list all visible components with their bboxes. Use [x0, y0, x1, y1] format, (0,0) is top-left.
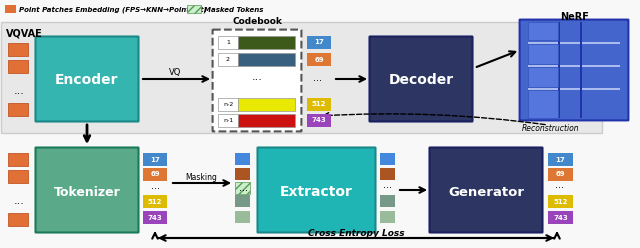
- Bar: [187, 5, 201, 13]
- Bar: [218, 98, 238, 111]
- Text: 512: 512: [312, 101, 326, 107]
- Bar: [380, 168, 395, 180]
- Text: Point Patches Embedding (FPS→KNN→PointNet): Point Patches Embedding (FPS→KNN→PointNe…: [19, 6, 207, 13]
- Bar: [5, 5, 16, 13]
- Text: 743: 743: [312, 118, 326, 124]
- Bar: [528, 22, 558, 40]
- Text: 69: 69: [556, 172, 565, 178]
- Bar: [218, 114, 238, 127]
- Text: 69: 69: [314, 57, 324, 62]
- Bar: [307, 53, 331, 66]
- Text: ...: ...: [13, 86, 24, 96]
- Text: Generator: Generator: [448, 186, 524, 198]
- Text: Reconstruction: Reconstruction: [522, 124, 580, 133]
- Text: 1: 1: [226, 40, 230, 45]
- FancyBboxPatch shape: [429, 148, 543, 233]
- Text: ...: ...: [314, 73, 323, 83]
- Text: ...: ...: [556, 180, 564, 190]
- Text: ...: ...: [13, 196, 24, 206]
- Bar: [548, 211, 573, 224]
- Bar: [528, 90, 558, 118]
- Bar: [235, 211, 250, 223]
- Bar: [238, 98, 295, 111]
- Text: 743: 743: [553, 215, 568, 220]
- Bar: [8, 103, 28, 116]
- Bar: [580, 22, 582, 118]
- Bar: [8, 153, 28, 166]
- Text: 512: 512: [148, 198, 162, 205]
- Text: 743: 743: [148, 215, 163, 220]
- Bar: [307, 36, 331, 49]
- Bar: [235, 153, 250, 165]
- Text: 17: 17: [150, 156, 160, 162]
- Text: Tokenizer: Tokenizer: [54, 186, 120, 198]
- Bar: [235, 195, 250, 207]
- Bar: [8, 60, 28, 73]
- Bar: [548, 195, 573, 208]
- Text: Extractor: Extractor: [280, 185, 353, 199]
- FancyBboxPatch shape: [1, 23, 602, 133]
- Text: VQ: VQ: [169, 68, 181, 77]
- Bar: [307, 98, 331, 111]
- Text: 2: 2: [226, 57, 230, 62]
- Bar: [143, 211, 167, 224]
- Text: n-1: n-1: [223, 118, 233, 123]
- Bar: [218, 53, 238, 66]
- Bar: [238, 114, 295, 127]
- Text: 69: 69: [150, 172, 160, 178]
- Bar: [238, 36, 295, 49]
- Bar: [235, 182, 250, 194]
- Bar: [548, 168, 573, 181]
- Bar: [307, 114, 331, 127]
- Bar: [235, 168, 250, 180]
- FancyBboxPatch shape: [35, 148, 138, 233]
- Text: Encoder: Encoder: [55, 73, 119, 87]
- Bar: [528, 65, 620, 67]
- Text: VQVAE: VQVAE: [6, 28, 43, 38]
- Bar: [238, 53, 295, 66]
- FancyBboxPatch shape: [212, 30, 301, 131]
- Text: NeRF: NeRF: [561, 12, 589, 22]
- Bar: [380, 153, 395, 165]
- Text: Codebook: Codebook: [232, 17, 282, 26]
- Bar: [548, 153, 573, 166]
- Bar: [528, 88, 620, 90]
- Bar: [528, 42, 620, 44]
- Bar: [218, 36, 238, 49]
- Text: ...: ...: [252, 72, 262, 82]
- FancyBboxPatch shape: [520, 20, 628, 120]
- Text: 17: 17: [314, 39, 324, 45]
- Bar: [8, 43, 28, 56]
- FancyBboxPatch shape: [35, 36, 138, 122]
- Text: 512: 512: [554, 198, 568, 205]
- Bar: [380, 195, 395, 207]
- Text: n-2: n-2: [223, 102, 233, 107]
- Bar: [143, 153, 167, 166]
- Text: Decoder: Decoder: [388, 73, 454, 87]
- Bar: [380, 211, 395, 223]
- Text: Masked Tokens: Masked Tokens: [204, 6, 264, 12]
- Text: ...: ...: [239, 183, 248, 193]
- Bar: [528, 67, 558, 87]
- Bar: [143, 168, 167, 181]
- Bar: [8, 170, 28, 183]
- Bar: [558, 22, 560, 118]
- Bar: [528, 44, 558, 64]
- Text: ...: ...: [383, 180, 392, 190]
- Text: ...: ...: [150, 181, 159, 191]
- FancyBboxPatch shape: [369, 36, 472, 122]
- FancyBboxPatch shape: [257, 148, 376, 233]
- Text: Masking: Masking: [185, 173, 217, 182]
- Text: 17: 17: [556, 156, 565, 162]
- Bar: [143, 195, 167, 208]
- Text: Cross Entropy Loss: Cross Entropy Loss: [308, 229, 404, 239]
- Bar: [8, 213, 28, 226]
